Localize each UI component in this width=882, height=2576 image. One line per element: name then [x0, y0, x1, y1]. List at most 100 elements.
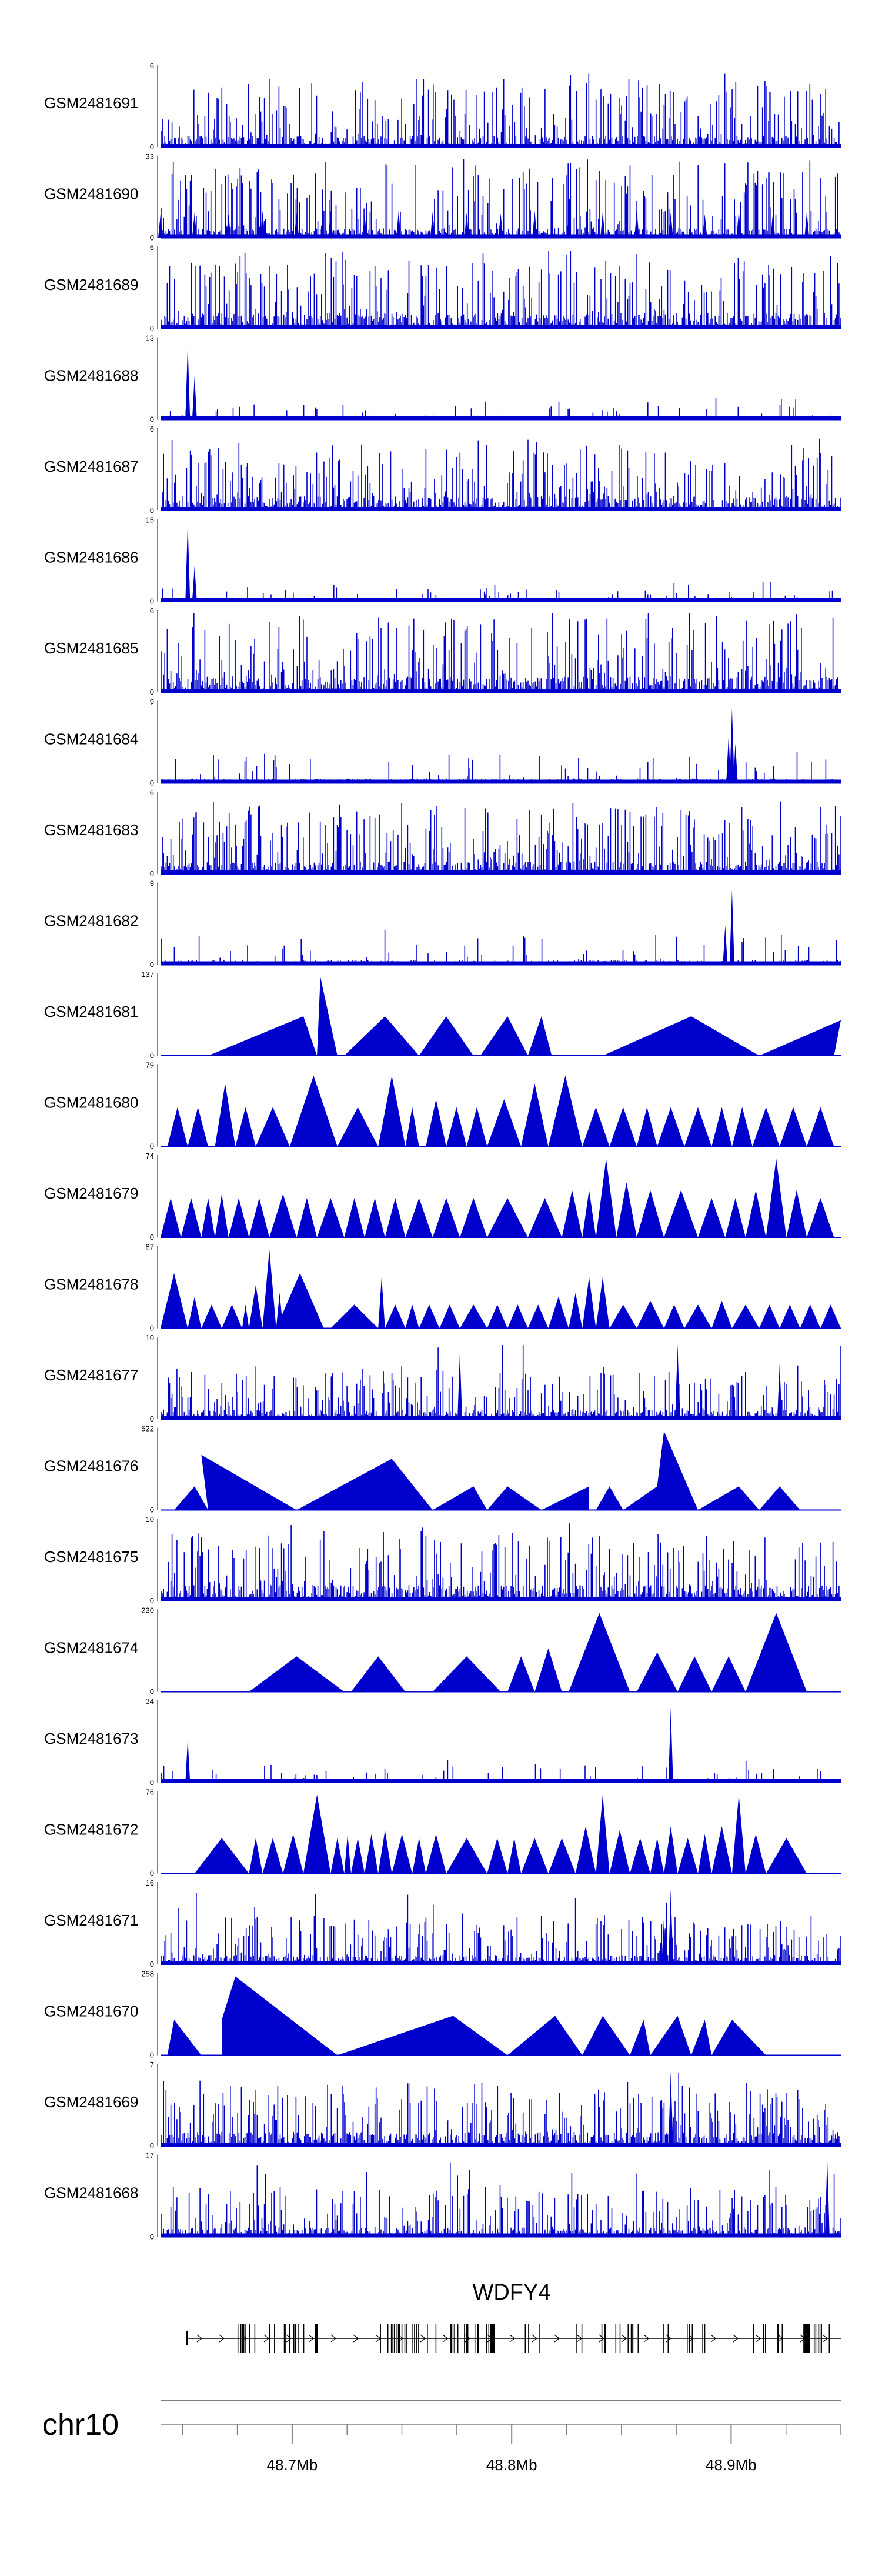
signal-floor [161, 325, 841, 329]
track-ymax: 137 [141, 970, 154, 979]
signal-triangle [684, 1107, 712, 1147]
track-GSM2481682: GSM2481682 9 0 [44, 879, 841, 969]
signal-triangle [385, 1304, 406, 1329]
track-label: GSM2481684 [44, 730, 138, 748]
signal-triangle [548, 1075, 583, 1147]
signal-triangle [548, 1838, 576, 1874]
signal-peak [566, 214, 572, 238]
signal-triangle [344, 1198, 365, 1237]
signal-bars [161, 1893, 841, 1964]
signal-floor [161, 961, 841, 965]
signal-bars [161, 2162, 841, 2237]
signal-triangle [487, 1099, 522, 1147]
signal-triangle [289, 1075, 338, 1147]
track-ymin: 0 [150, 1324, 154, 1333]
signal-floor [161, 779, 841, 783]
signal-triangle [228, 1198, 249, 1237]
track-ymin: 0 [150, 1687, 154, 1696]
signal-peak [464, 212, 469, 238]
track-ymin: 0 [150, 2233, 154, 2241]
signal-peak [634, 210, 639, 238]
signal-bars [161, 438, 841, 510]
signal-peak [294, 212, 299, 238]
track-ymax: 9 [150, 698, 154, 706]
track-ymin: 0 [150, 506, 154, 515]
signal-peak [736, 211, 741, 238]
track-label: GSM2481679 [44, 1184, 138, 1202]
chromosome-axis: chr10 48.7Mb 48.8Mb 48.9Mb [42, 2400, 841, 2474]
track-ymax: 230 [141, 1606, 154, 1615]
signal-triangle [786, 1190, 807, 1237]
track-GSM2481691: GSM2481691 6 0 [44, 61, 841, 151]
track-ymin: 0 [150, 2141, 154, 2150]
signal-triangle [636, 1652, 678, 1692]
track-ymax: 34 [146, 1697, 154, 1706]
track-label: GSM2481683 [44, 821, 138, 839]
signal-triangle [296, 1198, 318, 1237]
signal-peak [729, 708, 734, 783]
signal-triangle [365, 1198, 385, 1237]
signal-triangle [262, 1838, 283, 1874]
signal-peak [804, 212, 810, 238]
track-label: GSM2481672 [44, 1821, 138, 1838]
signal-triangle [344, 1834, 351, 1874]
signal-peak [185, 1739, 191, 1783]
track-GSM2481689: GSM2481689 6 0 [44, 243, 841, 333]
track-label: GSM2481691 [44, 94, 138, 112]
signal-triangle [507, 1304, 528, 1329]
signal-triangle [426, 1834, 446, 1874]
signal-floor [161, 598, 841, 602]
track-GSM2481672: GSM2481672 76 0 [44, 1788, 841, 1878]
track-GSM2481681: GSM2481681 137 0 [44, 970, 841, 1060]
signal-triangle [249, 1656, 345, 1692]
track-ymin: 0 [150, 1778, 154, 1787]
signal-triangle [378, 1277, 385, 1329]
signal-floor [161, 870, 841, 874]
signal-peak [328, 210, 333, 238]
track-ymin: 0 [150, 1233, 154, 1242]
signal-triangle [351, 1838, 365, 1874]
signal-triangle [222, 1304, 242, 1329]
track-label: GSM2481682 [44, 912, 138, 930]
signal-triangle [698, 1834, 712, 1874]
track-ymin: 0 [150, 688, 154, 696]
track-label: GSM2481676 [44, 1457, 138, 1475]
track-ymin: 0 [150, 1506, 154, 1514]
signal-peak [733, 743, 738, 783]
signal-triangle [167, 1107, 188, 1147]
track-ymin: 0 [150, 415, 154, 424]
strand-arrow [353, 2334, 359, 2343]
track-label: GSM2481668 [44, 2184, 138, 2202]
signal-triangle [405, 1107, 419, 1147]
signal-bars [161, 251, 841, 329]
signal-triangle [507, 1838, 522, 1874]
track-GSM2481680: GSM2481680 79 0 [44, 1061, 841, 1151]
track-ymax: 13 [146, 334, 154, 343]
strand-arrow [822, 2334, 828, 2343]
signal-peak [668, 2071, 673, 2146]
signal-triangle [446, 1838, 487, 1874]
signal-peak [668, 212, 673, 238]
signal-peak [770, 213, 776, 238]
signal-triangle [385, 1198, 406, 1237]
signal-triangle [303, 1794, 331, 1874]
signal-triangle [378, 1830, 392, 1874]
axis-tick-label: 48.9Mb [706, 2456, 757, 2474]
signal-bars [161, 801, 841, 874]
track-label: GSM2481690 [44, 185, 138, 203]
signal-triangle [766, 1159, 787, 1237]
signal-triangle [249, 1284, 263, 1329]
signal-triangle [575, 1826, 596, 1874]
signal-triangle [215, 1194, 229, 1237]
signal-triangle [636, 1190, 664, 1237]
signal-triangle [487, 1198, 528, 1237]
track-ymax: 79 [146, 1061, 154, 1070]
signal-peak [824, 2158, 830, 2237]
signal-triangle [731, 1304, 760, 1329]
track-ymax: 522 [141, 1424, 154, 1433]
signal-triangle [759, 1304, 780, 1329]
track-label: GSM2481688 [44, 367, 138, 385]
signal-peak [662, 1917, 667, 1964]
track-ymin: 0 [150, 1960, 154, 1968]
track-label: GSM2481671 [44, 1911, 138, 1929]
